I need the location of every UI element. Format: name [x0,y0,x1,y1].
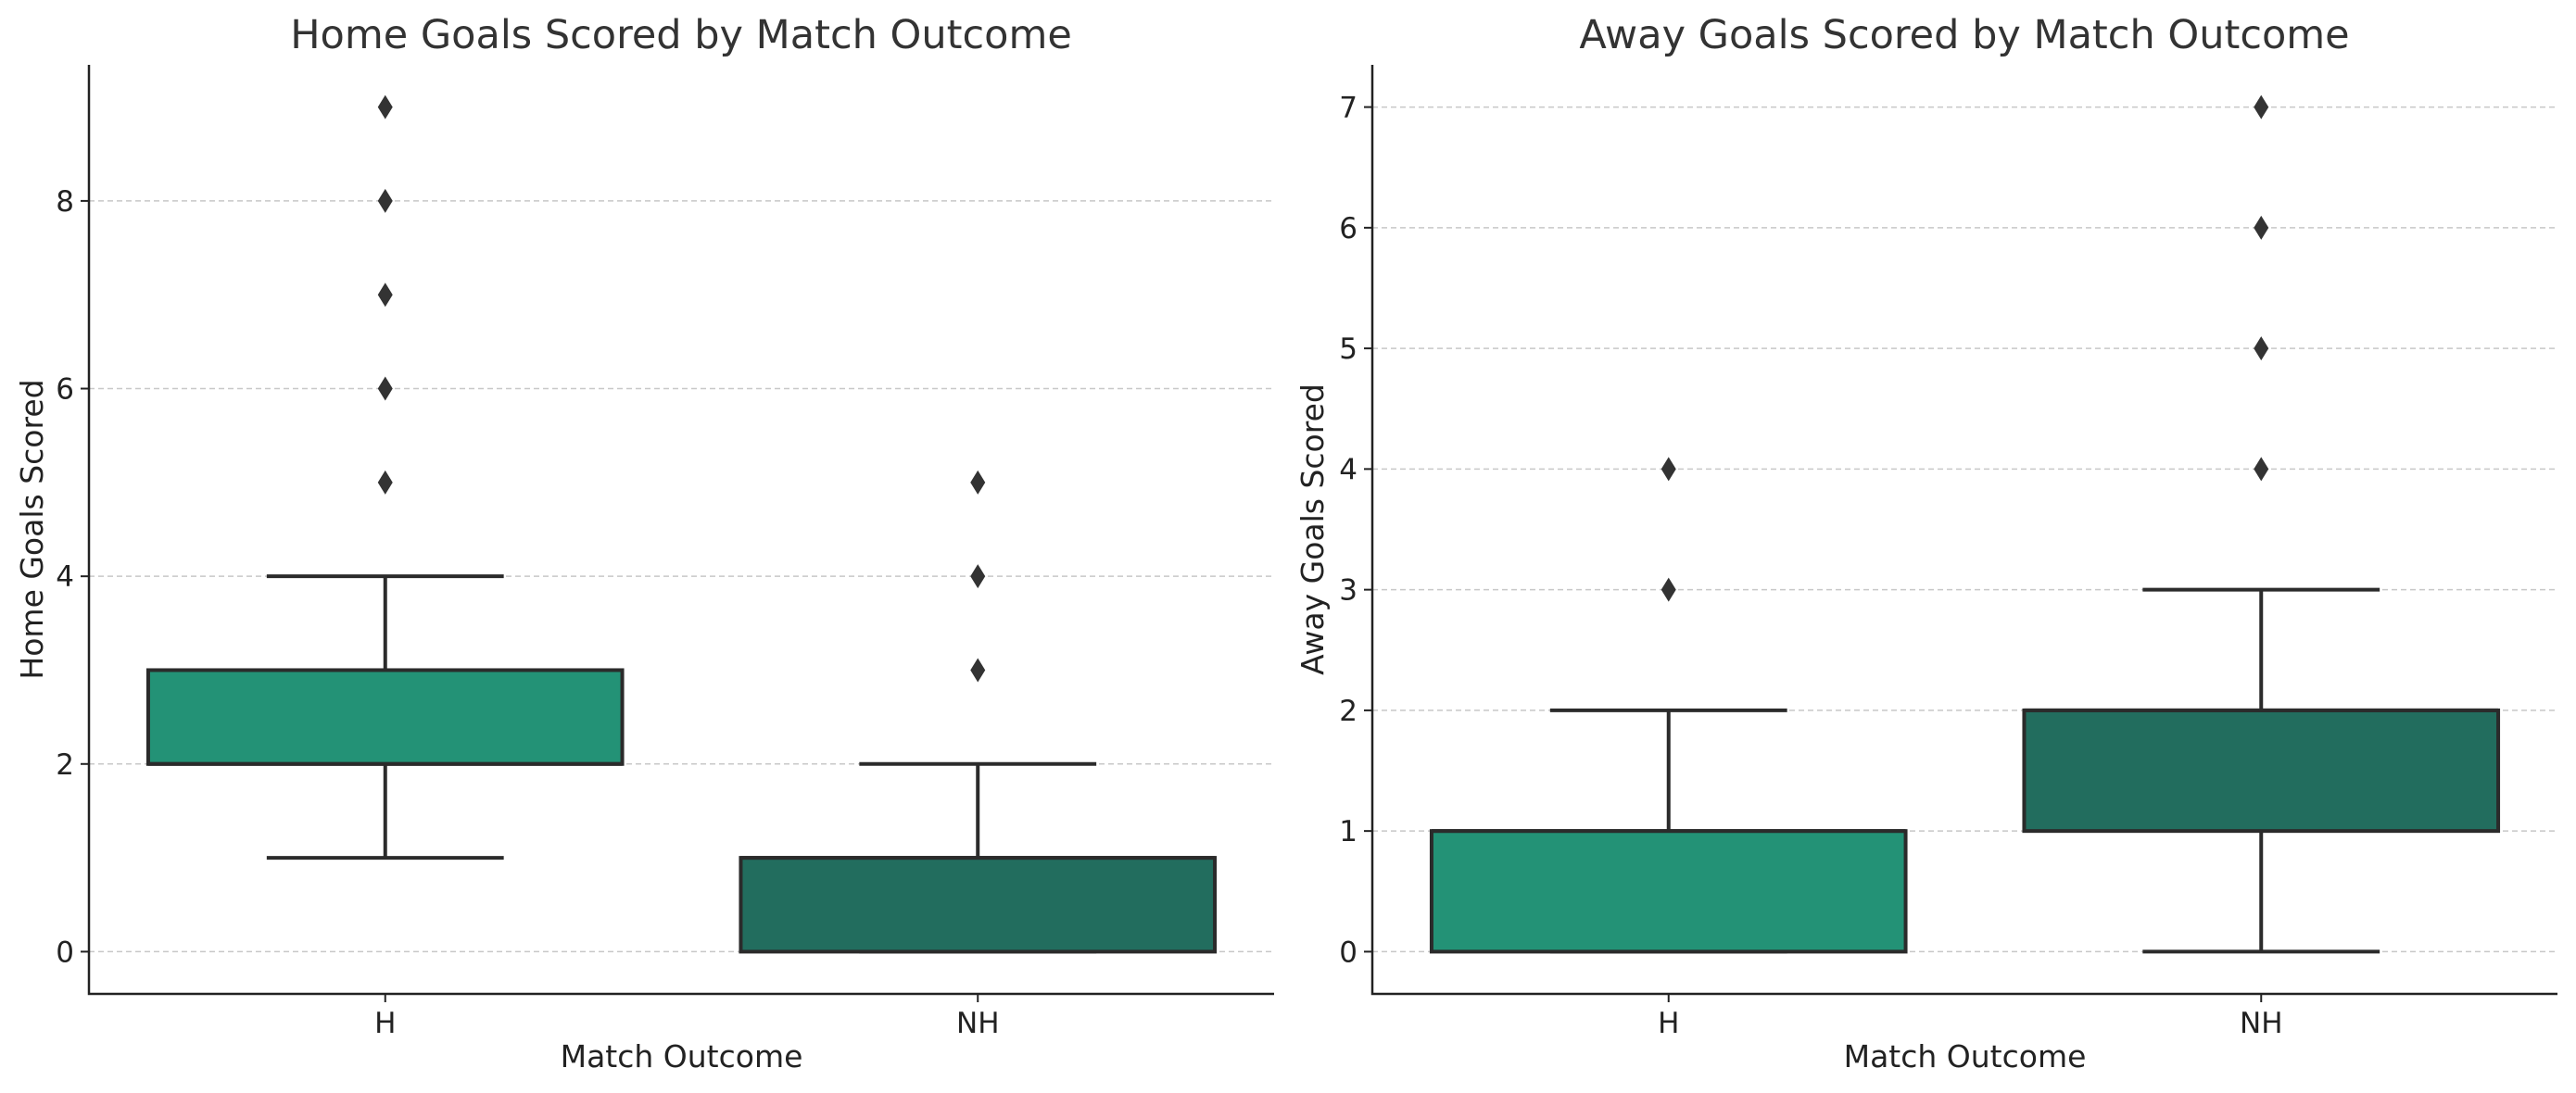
away-goals-chart: 0 1 2 3 4 5 6 7 H NH Away Goals Scored by Match Ou… [1294,12,2557,1074]
home-h-outlier [377,376,393,401]
home-axes-spine [87,65,1274,996]
away-y-tick-label: 1 [1339,815,1357,848]
away-x-axis-label: Match Outcome [1844,1038,2087,1074]
away-nh-outlier [2254,215,2269,240]
home-x-tick-label-h: H [374,1007,396,1040]
away-nh-outlier [2254,336,2269,361]
away-nh-box [2022,708,2501,834]
home-h-outlier [377,188,393,213]
away-y-tick-label: 6 [1339,212,1357,245]
home-h-outlier [377,94,393,119]
away-chart-title: Away Goals Scored by Match Outcome [1579,12,2349,58]
home-h-outlier [377,283,393,308]
away-y-tick-label: 2 [1339,695,1357,728]
away-y-axis-label: Away Goals Scored [1294,383,1331,675]
home-x-axis-label: Match Outcome [561,1038,803,1074]
away-h-outlier [1661,577,1676,602]
home-y-tick-label: 8 [56,185,74,219]
away-x-tick-label-nh: NH [2240,1007,2283,1040]
away-y-tick-label: 4 [1339,453,1357,486]
home-y-tick-label: 2 [56,748,74,782]
away-axes-spine [1370,65,2557,996]
away-y-tick-label: 3 [1339,574,1357,608]
away-h-box [1429,829,1908,954]
away-y-tick-label: 0 [1339,936,1357,969]
away-nh-outlier [2254,457,2269,482]
away-nh-outlier [2254,94,2269,119]
home-x-tick-label-nh: NH [956,1007,1000,1040]
home-y-tick-label: 6 [56,373,74,407]
home-nh-outlier [970,564,986,589]
home-goals-chart: 0 2 4 6 8 H NH Home Goals Scored by Match Outco… [14,12,1274,1074]
away-x-tick-label-h: H [1658,1007,1679,1040]
home-chart-title: Home Goals Scored by Match Outcome [290,12,1072,58]
home-y-tick-label: 0 [56,936,74,969]
away-y-tick-label: 5 [1339,333,1357,366]
home-y-axis-label: Home Goals Scored [14,379,50,679]
home-nh-outlier [970,658,986,683]
away-y-tick-label: 7 [1339,92,1357,125]
away-h-outlier [1661,457,1676,482]
home-h-outlier [377,470,393,495]
home-nh-outlier [970,470,986,495]
home-h-box [145,668,625,766]
home-y-tick-label: 4 [56,560,74,594]
home-nh-box [739,856,1218,954]
